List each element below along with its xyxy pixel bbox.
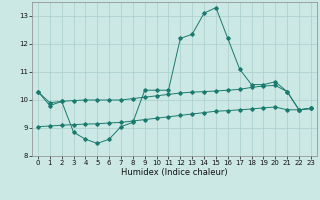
X-axis label: Humidex (Indice chaleur): Humidex (Indice chaleur): [121, 168, 228, 177]
